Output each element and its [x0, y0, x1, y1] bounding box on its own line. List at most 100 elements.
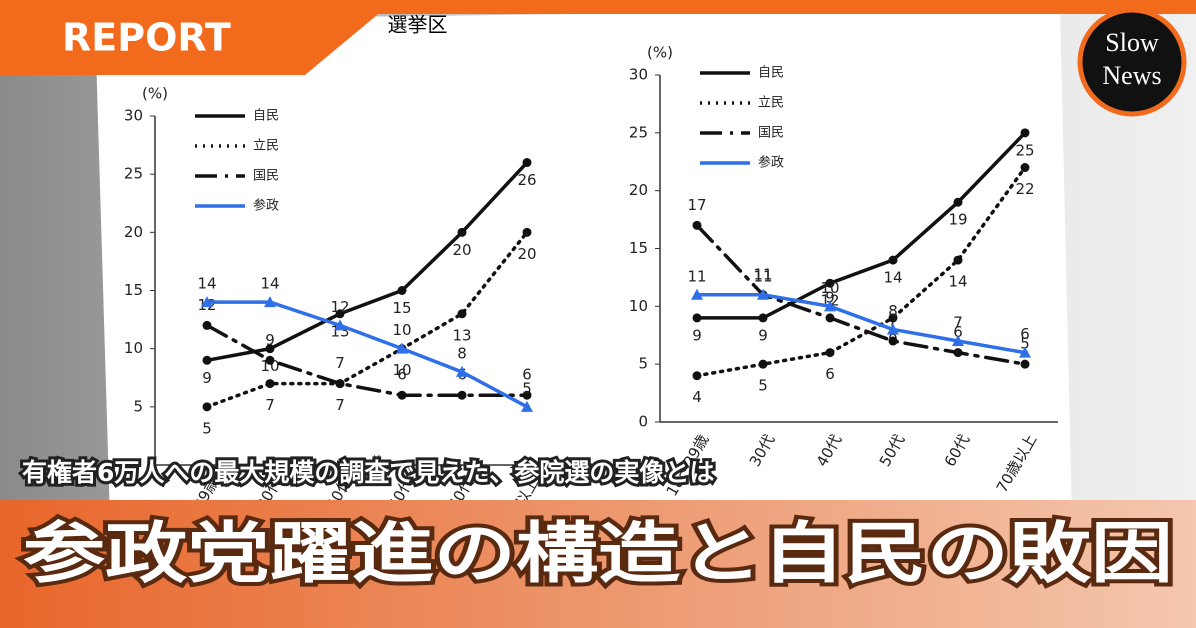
- point: [397, 390, 407, 400]
- value-label: 6: [397, 366, 407, 384]
- headline: 参政党躍進の構造と自民の敗因: [23, 515, 1173, 592]
- y-tick-label: 10: [124, 339, 143, 357]
- y-tick-label: 5: [638, 355, 648, 373]
- value-label: 11: [687, 267, 706, 285]
- value-label: 20: [517, 245, 536, 263]
- value-label: 10: [392, 321, 411, 339]
- value-label: 9: [825, 288, 835, 306]
- value-label: 22: [1015, 180, 1034, 198]
- point: [1020, 163, 1030, 173]
- y-tick-label: 0: [638, 413, 648, 431]
- point: [202, 402, 212, 412]
- point: [1019, 346, 1031, 358]
- value-label: 14: [260, 275, 279, 293]
- logo-line: Slow: [1105, 28, 1159, 57]
- point: [265, 355, 275, 365]
- point: [202, 320, 212, 330]
- y-tick-label: 30: [629, 66, 648, 84]
- point: [264, 296, 276, 308]
- point: [335, 309, 345, 319]
- point: [692, 220, 702, 230]
- point: [521, 400, 533, 412]
- logo-line: News: [1102, 61, 1161, 90]
- point: [457, 390, 467, 400]
- point: [692, 313, 702, 323]
- value-label: 13: [452, 326, 471, 344]
- point: [758, 359, 768, 369]
- y-axis-label: (%): [142, 85, 168, 103]
- series-line: [695, 165, 1027, 378]
- y-tick-label: 25: [629, 123, 648, 141]
- headline-band: [0, 500, 1196, 628]
- chart-title: 選挙区: [388, 13, 448, 37]
- point: [522, 227, 532, 237]
- value-label: 26: [517, 171, 536, 189]
- point: [824, 300, 836, 312]
- series-line: [695, 293, 1027, 355]
- point: [757, 288, 769, 300]
- subtitle: 有権者6万人への最大規模の調査で見えた、参院選の実像とは: [22, 458, 714, 487]
- point: [265, 344, 275, 354]
- y-tick-label: 20: [629, 181, 648, 199]
- series-line: [205, 323, 529, 397]
- value-label: 7: [335, 354, 345, 372]
- legend-label: 立民: [758, 96, 784, 111]
- value-label: 10: [392, 361, 411, 379]
- value-label: 5: [202, 419, 212, 437]
- point: [952, 335, 964, 347]
- y-tick-label: 15: [124, 281, 143, 299]
- value-label: 6: [953, 323, 963, 341]
- value-label: 8: [888, 302, 898, 320]
- point: [335, 379, 345, 389]
- value-label: 7: [888, 312, 898, 330]
- legend-label: 自民: [758, 66, 784, 81]
- point: [457, 309, 467, 319]
- point: [825, 348, 835, 358]
- point: [1020, 128, 1030, 138]
- y-tick-label: 20: [124, 223, 143, 241]
- value-label: 9: [758, 326, 768, 344]
- point: [397, 286, 407, 295]
- series-line: [205, 160, 529, 363]
- y-tick-label: 15: [629, 239, 648, 257]
- value-label: 14: [197, 275, 216, 293]
- point: [201, 296, 213, 308]
- y-axis-label: (%): [647, 44, 673, 62]
- value-label: 6: [1020, 325, 1030, 343]
- series-line: [695, 131, 1027, 320]
- y-tick-label: 5: [133, 397, 143, 415]
- value-label: 11: [753, 267, 772, 285]
- value-label: 25: [1015, 141, 1034, 159]
- legend-label: 自民: [253, 109, 279, 124]
- value-label: 20: [452, 241, 471, 259]
- point: [334, 319, 346, 331]
- point: [888, 255, 898, 265]
- point: [457, 227, 467, 237]
- value-label: 17: [687, 196, 706, 214]
- legend-label: 国民: [253, 169, 279, 184]
- legend-label: 参政: [253, 198, 279, 214]
- value-label: 5: [758, 377, 768, 395]
- value-label: 6: [825, 365, 835, 383]
- value-label: 5: [1020, 335, 1030, 353]
- value-label: 9: [692, 326, 702, 344]
- value-label: 7: [265, 396, 275, 414]
- point: [202, 355, 212, 365]
- value-label: 9: [265, 331, 275, 349]
- value-label: 4: [692, 388, 702, 406]
- y-tick-label: 30: [124, 107, 143, 125]
- point: [692, 371, 702, 381]
- point: [887, 323, 899, 335]
- y-tick-label: 25: [124, 165, 143, 183]
- logo-bg: [1077, 7, 1187, 117]
- point: [1020, 359, 1030, 369]
- point: [396, 342, 408, 354]
- point: [825, 278, 835, 288]
- series-line: [205, 230, 529, 409]
- value-label: 12: [330, 298, 349, 316]
- value-label: 10: [260, 357, 279, 375]
- point: [888, 336, 898, 346]
- point: [522, 390, 532, 400]
- point: [953, 197, 963, 207]
- chart-paper: [95, 8, 1072, 520]
